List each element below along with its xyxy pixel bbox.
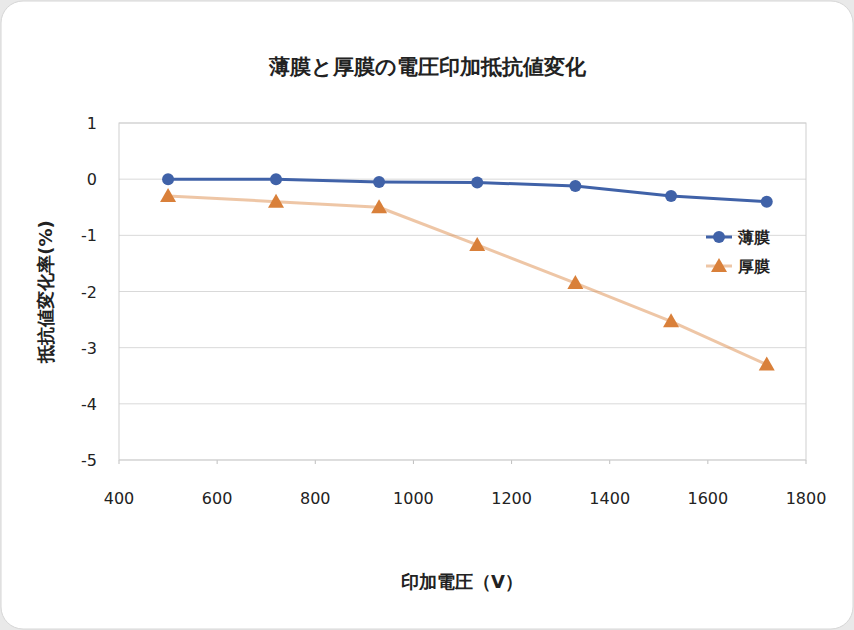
grid-line: [119, 291, 806, 292]
y-tick-label: 0: [87, 170, 97, 189]
plot-frame: [119, 123, 806, 460]
point: [567, 275, 583, 289]
point: [761, 196, 773, 208]
y-tick-label: -1: [81, 226, 97, 245]
y-tick-label: -3: [81, 339, 97, 358]
grid-line: [119, 403, 806, 404]
point: [469, 237, 485, 251]
legend-marker: [713, 231, 725, 243]
x-tick: [119, 460, 120, 464]
y-tick-label: 1: [87, 114, 97, 133]
point: [371, 199, 387, 213]
x-tick: [217, 460, 218, 464]
x-tick-label: 1800: [786, 489, 827, 508]
x-tick: [413, 460, 414, 464]
point: [663, 313, 679, 327]
x-tick-label: 1200: [491, 489, 532, 508]
x-tick: [806, 460, 807, 464]
grid-line: [119, 347, 806, 348]
point: [759, 357, 775, 371]
legend-label: 薄膜: [737, 228, 770, 247]
x-tick-label: 1400: [589, 489, 630, 508]
x-tick: [315, 460, 316, 464]
series-line: [168, 196, 767, 365]
x-tick: [511, 460, 512, 464]
x-tick-label: 1600: [687, 489, 728, 508]
point: [162, 173, 174, 185]
series-line: [168, 179, 767, 201]
point: [569, 180, 581, 192]
y-tick-label: -2: [81, 283, 97, 302]
x-tick: [609, 460, 610, 464]
x-tick-label: 400: [104, 489, 135, 508]
x-tick-label: 800: [300, 489, 331, 508]
title: 薄膜と厚膜の電圧印加抵抗値変化: [268, 55, 587, 79]
point: [270, 173, 282, 185]
point: [373, 176, 385, 188]
chart-root: 薄膜と厚膜の電圧印加抵抗値変化-5-4-3-2-1014006008001000…: [0, 0, 854, 630]
point: [160, 188, 176, 202]
y-axis-label: 抵抗値変化率(%): [35, 220, 56, 364]
legend-marker: [711, 258, 727, 272]
x-tick-label: 1000: [393, 489, 434, 508]
grid-line: [119, 235, 806, 236]
point: [665, 190, 677, 202]
y-tick-label: -4: [81, 395, 97, 414]
x-tick: [707, 460, 708, 464]
legend-label: 厚膜: [737, 257, 770, 276]
point: [471, 177, 483, 189]
card: [1, 1, 853, 629]
plot-marks: [160, 173, 775, 370]
x-tick-label: 600: [202, 489, 233, 508]
x-axis-label: 印加電圧（V）: [401, 571, 523, 592]
point: [268, 194, 284, 208]
y-tick-label: -5: [81, 451, 97, 470]
